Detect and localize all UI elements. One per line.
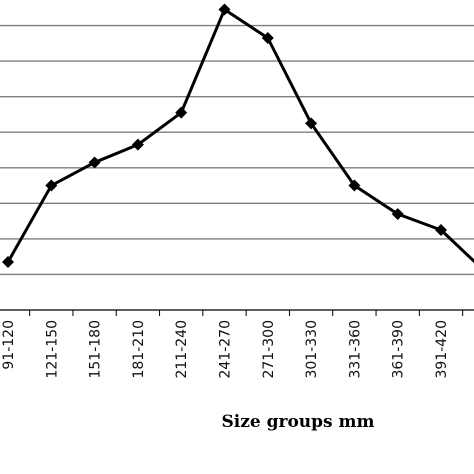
data-point-marker: [261, 32, 274, 44]
x-tick-label: 241-270: [218, 320, 234, 379]
x-tick-label: 151-180: [88, 320, 104, 379]
x-axis-title: Size groups mm: [221, 412, 374, 432]
data-point-marker: [348, 179, 361, 192]
x-tick-label: 391-420: [434, 320, 450, 379]
series-line: [2, 3, 474, 268]
x-tick-label: 271-300: [261, 320, 277, 379]
data-point-marker: [131, 138, 144, 151]
data-point-marker: [305, 117, 318, 130]
data-point-marker: [45, 179, 58, 192]
gridlines: [0, 24, 474, 276]
x-tick-label: 301-330: [304, 320, 320, 379]
data-point-marker: [435, 224, 447, 236]
x-tick-label: 91-120: [1, 320, 17, 370]
x-axis-ticks: [29, 310, 464, 316]
data-point-marker: [2, 256, 14, 268]
data-point-marker: [175, 106, 188, 119]
x-tick-label: 181-210: [131, 320, 147, 379]
series-path: [6, 8, 474, 264]
data-point-marker: [88, 156, 101, 169]
x-tick-label: 331-360: [347, 320, 363, 379]
x-tick-label: 121-150: [44, 320, 60, 379]
x-tick-labels: 91-120 121-150 151-180 181-210 211-240 241-27…: [1, 320, 450, 379]
data-point-marker: [391, 208, 404, 220]
x-tick-label: 211-240: [174, 320, 190, 379]
data-point-marker: [218, 3, 231, 16]
x-tick-label: 361-390: [391, 320, 407, 379]
